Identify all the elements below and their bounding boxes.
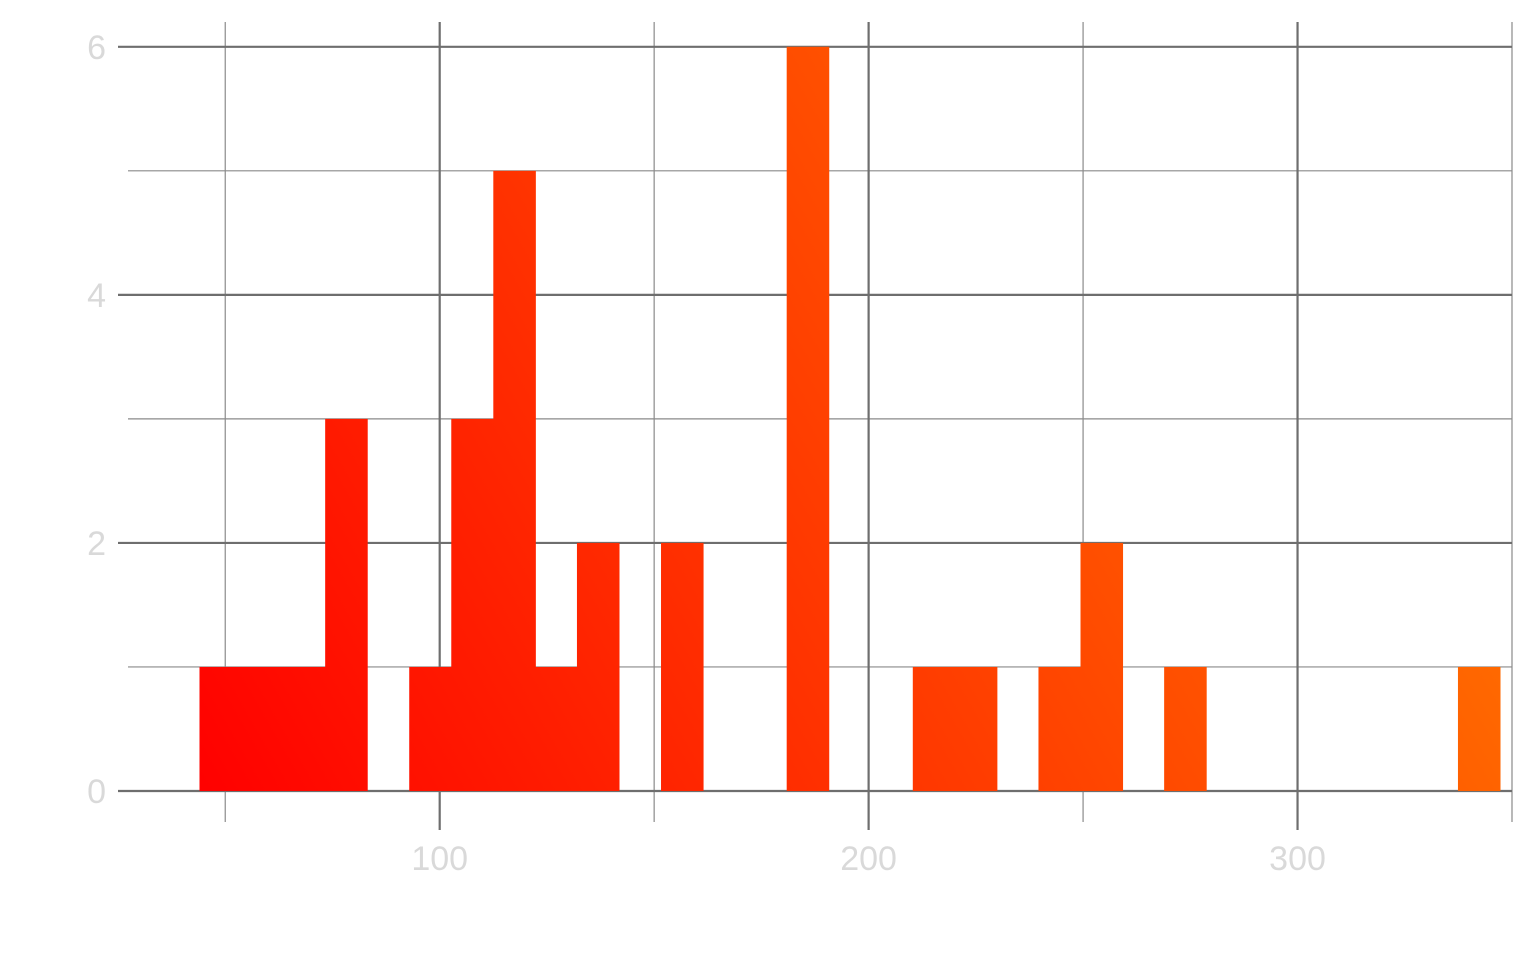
histogram-bar — [451, 418, 494, 791]
histogram-bars — [199, 46, 1501, 791]
y-axis-tick-labels: 0 2 4 6 — [87, 29, 106, 811]
histogram-bar — [1080, 542, 1124, 791]
histogram-bar — [1457, 666, 1501, 791]
y-tick-label: 4 — [87, 277, 106, 315]
histogram-bar — [954, 666, 998, 791]
x-tick-label: 300 — [1269, 840, 1326, 878]
histogram-bar — [409, 666, 452, 791]
histogram-bar — [493, 170, 536, 791]
histogram-bar — [576, 542, 620, 791]
histogram-bar — [241, 666, 285, 791]
histogram-bar — [786, 46, 830, 791]
histogram-bar — [325, 418, 368, 791]
histogram-bar — [1164, 666, 1207, 791]
histogram-bar — [534, 666, 578, 791]
y-tick-label: 6 — [87, 29, 106, 67]
y-tick-label: 2 — [87, 525, 106, 563]
x-tick-label: 100 — [411, 840, 468, 878]
histogram-bar — [1038, 666, 1082, 791]
histogram-bar — [661, 542, 704, 791]
x-axis-tick-labels: 100 200 300 — [411, 840, 1326, 878]
histogram-bar — [283, 666, 327, 791]
histogram-bar — [199, 666, 243, 791]
histogram-bar — [912, 666, 956, 791]
x-tick-label: 200 — [840, 840, 897, 878]
y-tick-label: 0 — [87, 773, 106, 811]
